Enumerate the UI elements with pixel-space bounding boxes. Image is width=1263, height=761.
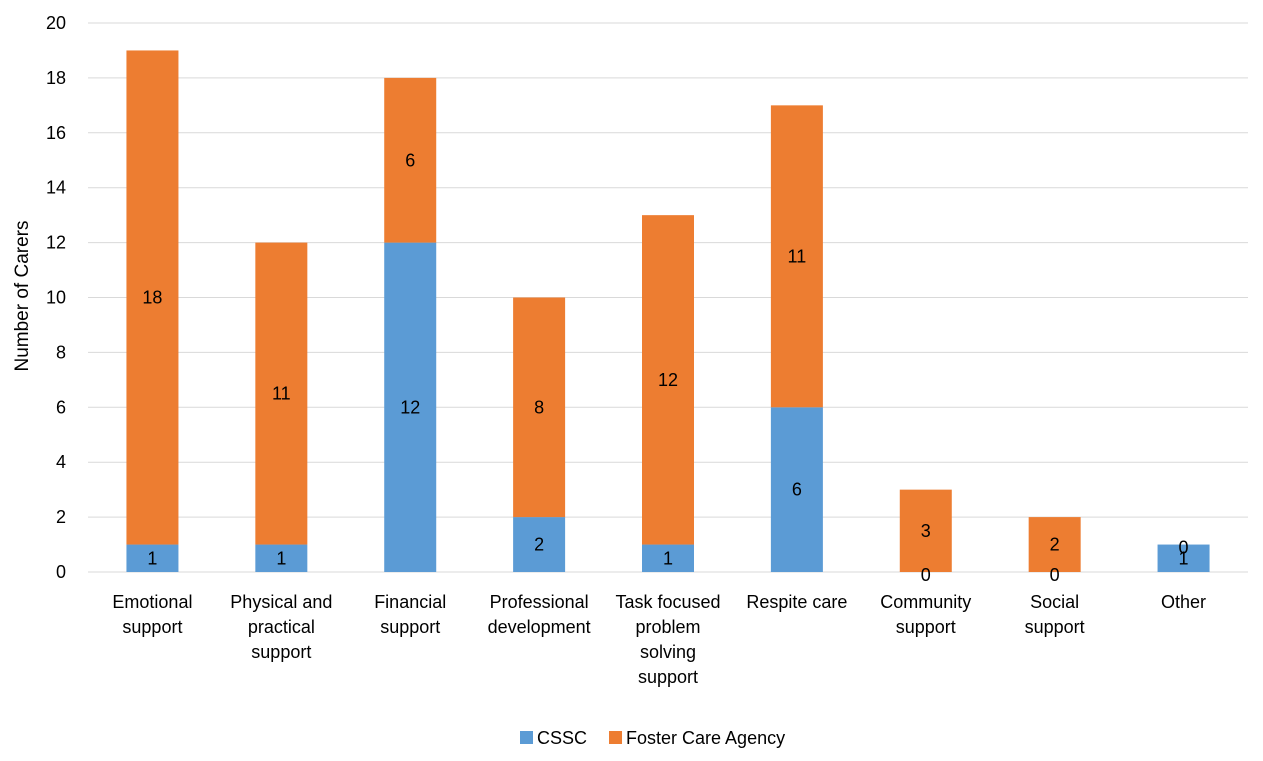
x-category-label: Financial support	[374, 592, 446, 637]
y-axis-ticks: 0 2 4 6 8 10 12 14 16 18 20	[46, 13, 66, 582]
data-label: 1	[147, 548, 157, 568]
data-label: 11	[788, 246, 807, 266]
legend-label: CSSC	[537, 728, 587, 748]
x-category-label: Social support	[1025, 592, 1085, 637]
bar-segment	[1157, 544, 1210, 572]
bar-segment	[899, 489, 952, 572]
bar-segment	[513, 297, 566, 518]
y-tick-label: 2	[56, 507, 66, 527]
bar-segment	[513, 517, 566, 572]
legend-swatch	[520, 731, 533, 744]
y-tick-label: 0	[56, 562, 66, 582]
data-label: 3	[921, 521, 931, 541]
bar-segment	[126, 544, 179, 572]
bar-segment	[255, 242, 308, 545]
bar-segment	[1028, 517, 1081, 572]
y-tick-label: 16	[46, 123, 66, 143]
legend-swatch	[609, 731, 623, 744]
y-tick-label: 12	[46, 233, 66, 253]
x-category-label: Community support	[880, 592, 971, 637]
bars	[126, 50, 1210, 572]
bar-segment	[770, 407, 823, 572]
data-label: 1	[276, 548, 286, 568]
y-tick-label: 4	[56, 452, 66, 472]
data-label: 12	[658, 370, 678, 390]
data-label: 1	[663, 548, 673, 568]
data-label: 18	[142, 288, 162, 308]
legend: CSSC Foster Care Agency	[520, 728, 785, 748]
data-label: 0	[1050, 565, 1060, 585]
data-label: 11	[272, 384, 291, 404]
x-category-label: Physical and practical support	[230, 592, 332, 662]
x-axis-categories: Emotional support Physical and practical sup…	[112, 592, 1206, 687]
y-tick-label: 20	[46, 13, 66, 33]
bar-segment	[255, 544, 308, 572]
x-category-label: Professional development	[488, 592, 591, 637]
y-tick-label: 10	[46, 288, 66, 308]
data-label: 2	[534, 535, 544, 555]
data-label: 12	[400, 397, 420, 417]
y-tick-label: 6	[56, 397, 66, 417]
x-category-label: Respite care	[746, 592, 847, 612]
bar-segment	[126, 50, 179, 545]
y-tick-label: 18	[46, 68, 66, 88]
x-category-label: Other	[1161, 592, 1206, 612]
x-category-label: Task focused problem solving support	[615, 592, 720, 687]
bar-segment	[642, 215, 694, 545]
bar-segment	[384, 77, 437, 243]
data-label: 2	[1050, 535, 1060, 555]
data-label: 6	[405, 150, 415, 170]
legend-label: Foster Care Agency	[626, 728, 785, 748]
data-label: 0	[1179, 538, 1189, 558]
data-label: 0	[921, 565, 931, 585]
y-tick-label: 8	[56, 342, 66, 362]
data-label: 8	[534, 397, 544, 417]
y-axis-title: Number of Carers	[12, 221, 33, 372]
data-label: 6	[792, 480, 802, 500]
bar-segment	[770, 105, 823, 408]
x-category-label: Emotional support	[112, 592, 192, 637]
y-tick-label: 14	[46, 178, 66, 198]
bar-segment	[384, 242, 437, 572]
data-label: 1	[1179, 548, 1189, 568]
bar-segment	[642, 544, 694, 572]
